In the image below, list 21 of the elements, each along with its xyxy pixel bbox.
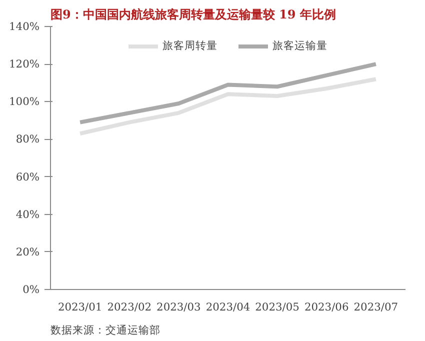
y-tick-label: 140% (9, 20, 40, 33)
x-tick-label: 2023/01 (58, 300, 102, 314)
chart-title: 图9：中国国内航线旅客周转量及运输量较 19 年比例 (50, 8, 336, 22)
source-note: 数据来源：交通运输部 (50, 324, 160, 336)
x-tick-label: 2023/03 (156, 300, 201, 314)
y-tick-label: 100% (9, 95, 40, 108)
x-tick-label: 2023/07 (354, 300, 398, 314)
y-tick-label: 40% (16, 208, 40, 221)
y-tick-label: 0% (22, 283, 40, 296)
line-series (78, 77, 378, 136)
x-tick-label: 2023/02 (107, 300, 152, 314)
x-tick-label: 2023/05 (255, 300, 300, 314)
y-tick-label: 120% (9, 58, 40, 71)
y-tick-label: 20% (16, 245, 40, 258)
y-tick-label: 80% (16, 132, 40, 146)
legend-label: 旅客运输量 (272, 39, 328, 53)
x-tick-label: 2023/06 (304, 300, 349, 314)
y-tick-label: 60% (16, 170, 40, 184)
legend-label: 旅客周转量 (162, 39, 218, 53)
x-tick-label: 2023/04 (206, 300, 250, 314)
line-series (78, 62, 378, 124)
